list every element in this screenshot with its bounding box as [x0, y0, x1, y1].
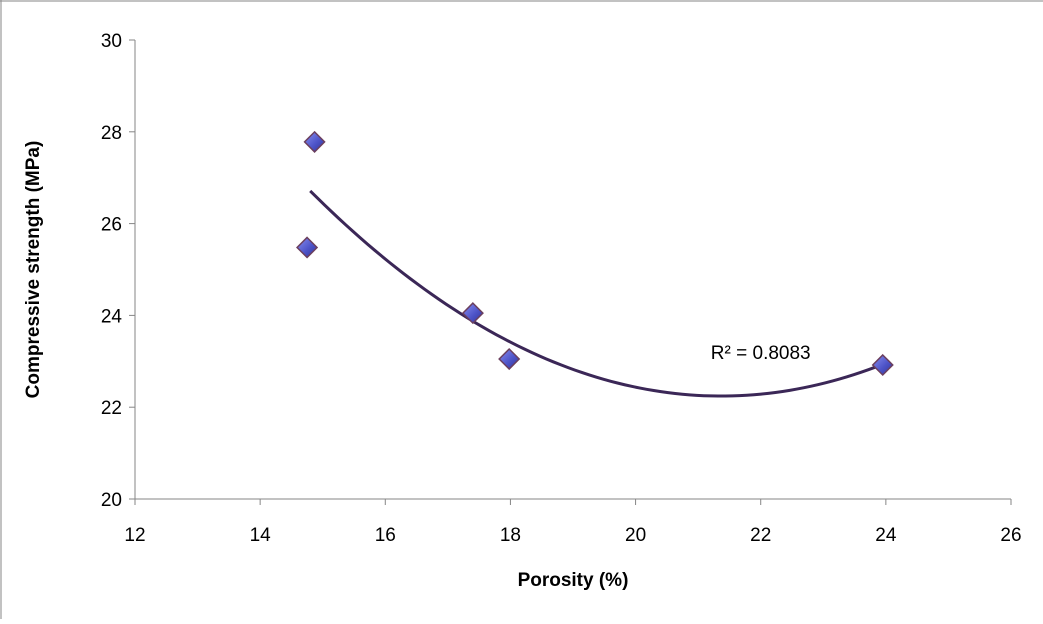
y-tick-label: 26	[101, 215, 122, 236]
x-tick-label: 26	[1000, 525, 1021, 546]
trendline	[309, 189, 884, 398]
x-tick-label: 16	[375, 525, 396, 546]
x-tick-label: 18	[500, 525, 521, 546]
data-point	[498, 347, 521, 371]
y-tick-label: 28	[101, 123, 122, 144]
y-tick-label: 30	[101, 31, 122, 52]
y-tick-label: 24	[101, 306, 123, 327]
x-tick-label: 24	[875, 525, 897, 546]
chart-labels: 20 22 24 26 28 30 12 14 16 18 20 22 24 26 Porosity (%)…	[23, 31, 1022, 591]
r-squared-label: R² = 0.8083	[711, 343, 811, 364]
y-tick-label: 22	[101, 398, 122, 419]
y-axis-title: Compressive strength (MPa)	[23, 141, 44, 399]
trendline-group	[309, 189, 884, 398]
data-point	[296, 236, 319, 259]
data-point	[871, 353, 894, 377]
x-tick-label: 12	[124, 525, 145, 546]
x-tick-label: 14	[250, 525, 272, 546]
data-points	[296, 130, 894, 377]
axes	[129, 39, 1012, 505]
y-tick-label: 20	[101, 490, 122, 511]
x-tick-label: 22	[750, 525, 771, 546]
x-axis-title: Porosity (%)	[518, 570, 629, 591]
data-point	[303, 130, 326, 153]
x-tick-label: 20	[625, 525, 646, 546]
data-point	[461, 302, 484, 325]
